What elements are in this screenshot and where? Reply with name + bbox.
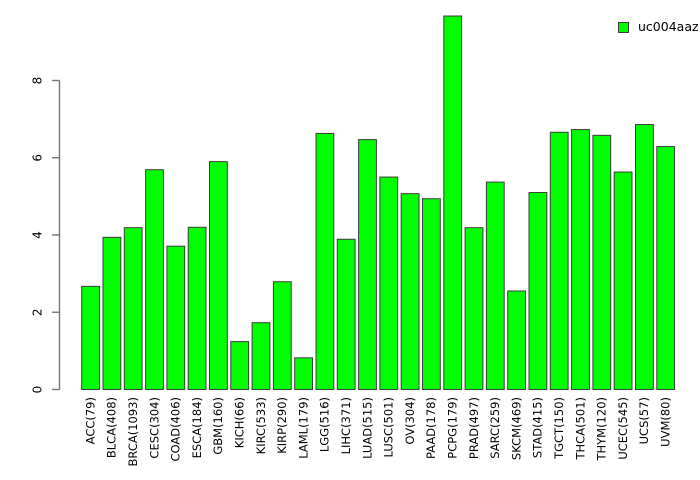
x-axis-label: SARC(259) bbox=[488, 397, 502, 459]
bar bbox=[123, 227, 143, 390]
x-axis-label: LUSC(501) bbox=[382, 397, 396, 458]
x-axis-label: LAML(179) bbox=[296, 397, 310, 459]
bar bbox=[379, 176, 399, 390]
bar bbox=[656, 146, 676, 390]
bar bbox=[528, 192, 548, 390]
bar bbox=[272, 281, 292, 390]
x-axis-label: STAD(415) bbox=[531, 397, 545, 458]
bar bbox=[336, 238, 356, 390]
legend-label: uc004aaz bbox=[638, 19, 699, 34]
x-axis-label: OV(304) bbox=[403, 397, 417, 445]
bar bbox=[251, 322, 271, 390]
x-axis-label: THCA(501) bbox=[573, 397, 587, 461]
x-axis-label: SKCM(469) bbox=[509, 397, 523, 460]
bar bbox=[315, 132, 335, 390]
x-axis-label: BLCA(408) bbox=[105, 397, 119, 458]
x-axis-label: KIRP(290) bbox=[275, 397, 289, 454]
bar bbox=[230, 341, 250, 391]
x-axis-label: ACC(79) bbox=[83, 397, 97, 444]
bar bbox=[549, 131, 569, 390]
y-axis-tick-label: 0 bbox=[31, 386, 45, 394]
bar bbox=[613, 171, 633, 390]
bar bbox=[145, 169, 164, 390]
bar bbox=[81, 285, 100, 390]
x-axis-label: UVM(80) bbox=[659, 397, 673, 447]
x-axis-label: KICH(66) bbox=[233, 397, 247, 448]
bar bbox=[294, 357, 314, 391]
x-axis-label: PRAD(497) bbox=[467, 397, 481, 459]
legend-swatch-icon bbox=[618, 21, 629, 33]
x-axis-label: ESCA(184) bbox=[190, 397, 204, 458]
bar bbox=[400, 193, 420, 390]
bar bbox=[443, 15, 463, 391]
bar bbox=[635, 124, 654, 390]
y-axis-tick-label: 6 bbox=[31, 154, 45, 162]
bar bbox=[358, 139, 377, 390]
x-axis-label: UCS(57) bbox=[637, 397, 651, 444]
legend: uc004aaz bbox=[618, 20, 699, 34]
x-axis-label: CESC(304) bbox=[147, 397, 161, 459]
bar bbox=[592, 134, 612, 390]
x-axis-label: GBM(160) bbox=[211, 397, 225, 455]
bar bbox=[464, 227, 484, 390]
bar bbox=[571, 129, 590, 391]
bar bbox=[166, 245, 186, 390]
bar bbox=[507, 290, 527, 391]
bar bbox=[102, 236, 122, 390]
x-axis-label: THYM(120) bbox=[595, 397, 609, 462]
bar bbox=[209, 161, 228, 390]
x-axis-label: UCEC(545) bbox=[616, 397, 630, 460]
x-axis-label: PAAD(178) bbox=[424, 397, 438, 459]
x-axis-label: TGCT(150) bbox=[552, 397, 566, 460]
x-axis-label: PCPG(179) bbox=[446, 397, 460, 459]
bar bbox=[187, 226, 207, 390]
x-axis-label: KIRC(533) bbox=[254, 397, 268, 454]
x-axis-label: LUAD(515) bbox=[360, 397, 374, 459]
y-axis-tick-label: 4 bbox=[31, 231, 45, 239]
bar bbox=[485, 181, 505, 390]
y-axis-tick-label: 2 bbox=[31, 308, 45, 316]
x-axis-label: BRCA(1093) bbox=[126, 397, 140, 466]
x-axis-label: LIHC(371) bbox=[339, 397, 353, 454]
x-axis-label: COAD(406) bbox=[169, 397, 183, 462]
bar bbox=[422, 198, 441, 390]
y-axis-tick-label: 8 bbox=[31, 77, 45, 85]
x-axis-label: LGG(516) bbox=[318, 397, 332, 452]
